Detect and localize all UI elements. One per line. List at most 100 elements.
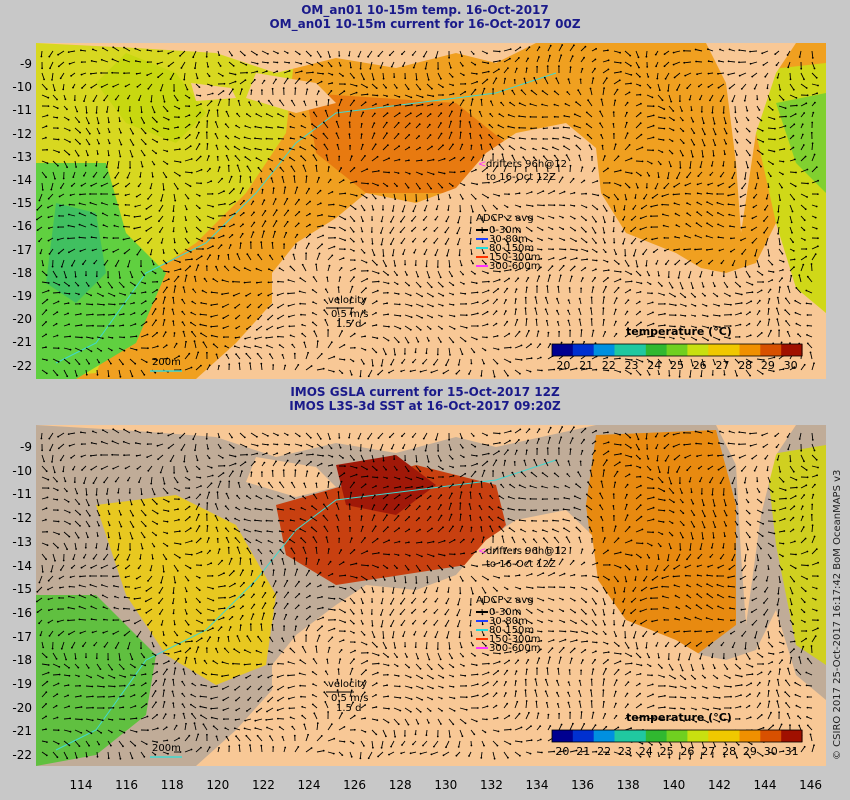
- top-current-arrowhead: [277, 52, 279, 55]
- top-current-arrowhead: [473, 351, 476, 354]
- top-current-arrowhead: [740, 215, 743, 218]
- top-current-arrowhead: [288, 70, 291, 72]
- bottom-current-arrowhead: [146, 443, 149, 445]
- top-current-arrow: [437, 336, 442, 343]
- top-current-arrow: [96, 127, 100, 134]
- top-current-arrowhead: [323, 309, 326, 312]
- top-current-arrowhead: [123, 214, 126, 217]
- top-current-arrowhead: [575, 257, 578, 260]
- top-current-arrow: [557, 286, 560, 294]
- top-current-arrow: [784, 309, 791, 316]
- top-current-arrow: [369, 61, 373, 69]
- top-current-arrow: [200, 324, 208, 327]
- top-current-arrowhead: [289, 147, 291, 150]
- top-current-arrow: [503, 226, 508, 233]
- top-current-arrow: [228, 201, 236, 206]
- top-current-arrowhead: [606, 260, 609, 263]
- top-current-arrowhead: [419, 285, 422, 288]
- top-current-arrowhead: [592, 329, 595, 332]
- top-current-arrow: [61, 259, 65, 267]
- top-current-arrow: [734, 312, 742, 316]
- top-current-arrowhead: [287, 209, 290, 212]
- top-current-arrowhead: [589, 87, 592, 90]
- top-current-arrowhead: [196, 77, 199, 80]
- bottom-current-arrow: [696, 443, 703, 445]
- top-current-arrowhead: [639, 310, 641, 313]
- top-current-arrowhead: [396, 274, 398, 276]
- top-current-arrow: [91, 60, 98, 63]
- bottom-current-arrow: [349, 465, 357, 469]
- top-current-arrowhead: [696, 183, 699, 186]
- top-current-arrow: [49, 61, 54, 69]
- top-current-arrowhead: [371, 242, 374, 245]
- top-current-arrowhead: [760, 332, 763, 334]
- top-current-arrowhead: [257, 253, 259, 256]
- top-current-arrow: [767, 369, 774, 372]
- top-current-arrowhead: [568, 287, 571, 289]
- top-current-arrowhead: [612, 111, 615, 113]
- top-colorbar-cell: [604, 344, 616, 356]
- top-current-arrow: [123, 59, 131, 63]
- top-current-arrowhead: [266, 344, 268, 347]
- top-current-arrowhead: [344, 218, 347, 221]
- top-current-arrow: [492, 347, 499, 350]
- top-current-arrowhead: [655, 263, 658, 265]
- top-current-arrowhead: [683, 338, 685, 340]
- top-current-arrowhead: [277, 306, 279, 309]
- top-current-arrowhead: [569, 164, 572, 167]
- top-current-arrowhead: [663, 237, 666, 239]
- top-current-arrowhead: [718, 338, 721, 341]
- top-current-arrowhead: [446, 254, 448, 257]
- top-current-arrowhead: [421, 96, 424, 99]
- top-current-arrow: [431, 369, 439, 373]
- top-current-arrowhead: [806, 342, 809, 345]
- top-current-arrow: [591, 193, 599, 196]
- top-current-arrowhead: [541, 147, 544, 149]
- top-current-arrow: [217, 72, 224, 77]
- top-current-arrowhead: [331, 82, 334, 84]
- top-current-arrow: [184, 182, 191, 187]
- top-current-arrowhead: [257, 318, 259, 321]
- top-current-arrow: [481, 290, 489, 294]
- top-current-arrowhead: [509, 346, 512, 349]
- bottom-current-arrowhead: [694, 430, 697, 433]
- top-current-arrowhead: [664, 263, 667, 266]
- top-current-arrowhead: [179, 161, 182, 163]
- top-current-arrowhead: [461, 64, 464, 67]
- top-current-arrow: [283, 187, 286, 195]
- top-current-arrowhead: [602, 307, 605, 310]
- top-current-arrowhead: [363, 252, 366, 254]
- top-current-arrow: [173, 259, 181, 263]
- bottom-current-arrow: [239, 432, 246, 438]
- top-current-arrowhead: [68, 292, 71, 295]
- top-current-arrowhead: [414, 264, 417, 266]
- top-current-arrowhead: [749, 374, 751, 377]
- top-current-arrowhead: [648, 373, 651, 376]
- top-current-arrowhead: [205, 131, 208, 134]
- top-current-arrow: [657, 138, 664, 141]
- top-current-arrow: [718, 83, 725, 89]
- top-current-arrow: [667, 171, 670, 179]
- top-current-arrowhead: [647, 76, 650, 78]
- top-current-arrowhead: [791, 231, 793, 234]
- bottom-current-arrowhead: [379, 449, 382, 451]
- bottom-current-arrow: [437, 454, 442, 462]
- top-current-arrow: [371, 336, 378, 339]
- top-current-arrowhead: [154, 371, 157, 374]
- top-current-arrowhead: [483, 362, 485, 365]
- bottom-current-arrowhead: [367, 437, 369, 440]
- top-current-arrow: [107, 303, 115, 305]
- top-current-arrow: [729, 182, 736, 188]
- bottom-current-arrowhead: [70, 457, 72, 459]
- top-current-arrow: [389, 226, 395, 234]
- top-current-arrow: [811, 61, 815, 69]
- top-current-arrowhead: [327, 99, 330, 101]
- bottom-current-arrow: [112, 440, 120, 445]
- top-current-arrowhead: [331, 254, 334, 257]
- top-current-arrow: [299, 290, 307, 294]
- top-current-arrowhead: [366, 278, 369, 280]
- top-current-arrowhead: [344, 192, 347, 195]
- top-current-arrowhead: [301, 263, 304, 266]
- top-current-arrow: [91, 224, 98, 228]
- top-current-arrow: [151, 332, 158, 338]
